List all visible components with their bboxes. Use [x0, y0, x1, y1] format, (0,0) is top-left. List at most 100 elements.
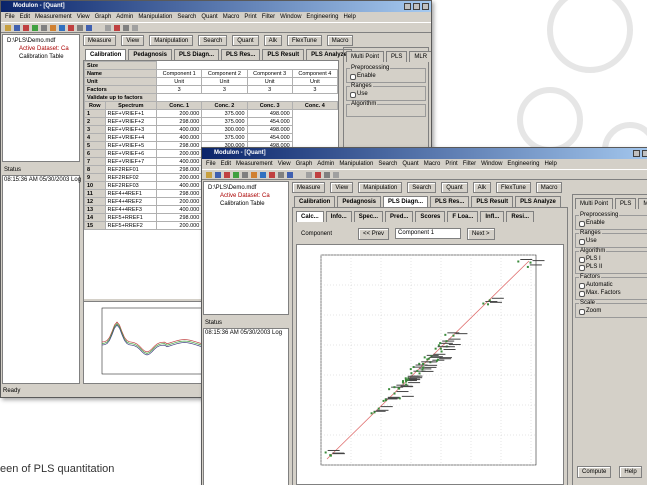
header-cell[interactable]: Component 3 — [246, 69, 293, 78]
menu-item[interactable]: Admin — [317, 161, 335, 167]
header-cell[interactable]: 3 — [246, 85, 293, 94]
tree-item[interactable]: Calibration Table — [19, 54, 64, 60]
menu-item[interactable]: Engineering — [306, 14, 339, 20]
header-cell[interactable]: Component 4 — [291, 69, 338, 78]
tool-button[interactable]: Manipulation — [358, 182, 403, 193]
menu-item[interactable]: Print — [244, 14, 257, 20]
menu-item[interactable]: Macro — [423, 161, 441, 167]
tree-item[interactable]: D:\PLS\Demo.mdf — [208, 185, 257, 191]
panel-tab[interactable]: MLR — [638, 198, 647, 209]
table-cell[interactable]: 2 — [84, 117, 106, 126]
menu-item[interactable]: Manipulation — [339, 161, 374, 167]
table-cell[interactable]: REF+VRIEF+1 — [104, 109, 158, 118]
table-cell[interactable]: 298.000 — [156, 165, 203, 174]
tool-button[interactable]: Measure — [292, 182, 326, 193]
button[interactable]: Compute — [577, 466, 612, 478]
tool-button[interactable]: Quant — [441, 182, 468, 193]
header-cell[interactable]: 3 — [291, 85, 338, 94]
subtab[interactable]: Scores — [415, 211, 446, 222]
table-cell[interactable]: 6 — [84, 149, 106, 158]
table-cell[interactable]: 200.000 — [156, 173, 203, 182]
tree-item[interactable]: Calibration Table — [220, 201, 265, 207]
tab[interactable]: PLS Diagn... — [174, 49, 220, 60]
table-cell[interactable]: REF2REF02 — [104, 173, 158, 182]
tab[interactable]: Pedagnosis — [128, 49, 173, 60]
table-cell[interactable]: 498.000 — [246, 125, 293, 134]
tree-item[interactable]: D:\PLS\Demo.mdf — [7, 38, 56, 44]
tab[interactable]: Calibration — [85, 49, 127, 60]
table-cell[interactable]: 454.000 — [246, 133, 293, 142]
window-control[interactable] — [413, 3, 420, 10]
menu-item[interactable]: File — [206, 161, 216, 167]
menu-item[interactable]: Window — [481, 161, 503, 167]
toolbar-icon[interactable] — [215, 172, 221, 178]
toolbar-icon[interactable] — [50, 25, 56, 31]
tree-item[interactable]: Active Dataset: Ca — [220, 193, 270, 199]
tool-button[interactable]: Alk — [263, 35, 282, 46]
menu-item[interactable]: Filter — [261, 14, 276, 20]
toolbar-icon[interactable] — [278, 172, 284, 178]
toolbar-icon[interactable] — [32, 25, 38, 31]
table-cell[interactable]: 200.000 — [156, 221, 203, 230]
toolbar-icon[interactable] — [306, 172, 312, 178]
header-cell[interactable]: Component 2 — [201, 69, 248, 78]
table-cell[interactable]: REF+VRIEF+2 — [104, 117, 158, 126]
table-cell[interactable]: 9 — [84, 173, 106, 182]
table-cell[interactable]: REF5+RREF2 — [104, 221, 158, 230]
table-cell[interactable]: REF4+4REF1 — [104, 189, 158, 198]
table-cell[interactable]: 300.000 — [201, 125, 248, 134]
tab[interactable]: Calibration — [294, 196, 336, 207]
subtab[interactable]: Infl... — [480, 211, 505, 222]
panel-tab[interactable]: Multi Point — [346, 51, 385, 62]
tool-button[interactable]: FlexTune — [287, 35, 322, 46]
toolbar-icon[interactable] — [105, 25, 111, 31]
menu-item[interactable]: Quant — [201, 14, 218, 20]
tab[interactable]: PLS Result — [262, 49, 305, 60]
subtab[interactable]: Resi... — [506, 211, 535, 222]
subtab[interactable]: F Loa... — [447, 211, 479, 222]
table-cell[interactable]: 200.000 — [156, 109, 203, 118]
table-cell[interactable]: REF+VRIEF+6 — [104, 149, 158, 158]
table-cell[interactable]: 400.000 — [156, 157, 203, 166]
window-control[interactable] — [642, 150, 647, 157]
tool-button[interactable]: Macro — [535, 182, 563, 193]
table-cell[interactable]: 498.000 — [246, 109, 293, 118]
table-cell[interactable]: 298.000 — [156, 189, 203, 198]
option[interactable]: Automatic — [579, 281, 647, 289]
table-cell[interactable]: 3 — [84, 125, 106, 134]
tool-button[interactable]: FlexTune — [496, 182, 531, 193]
table-cell[interactable]: 400.000 — [156, 125, 203, 134]
menu-item[interactable]: View — [277, 161, 291, 167]
menu-item[interactable]: Edit — [19, 14, 31, 20]
option[interactable]: Enable — [350, 72, 422, 80]
menu-item[interactable]: Edit — [220, 161, 232, 167]
table-cell[interactable]: REF2REF01 — [104, 165, 158, 174]
toolbar-icon[interactable] — [14, 25, 20, 31]
table-cell[interactable]: 13 — [84, 205, 106, 214]
menu-item[interactable]: Macro — [222, 14, 240, 20]
table-cell[interactable]: 8 — [84, 165, 106, 174]
table-cell[interactable]: 5 — [84, 141, 106, 150]
table-cell[interactable]: 1 — [84, 109, 106, 118]
menu-item[interactable]: Help — [343, 14, 356, 20]
header-cell[interactable]: Component 1 — [156, 69, 203, 78]
panel-tab[interactable]: PLS — [386, 51, 408, 62]
table-cell[interactable]: REF4+4REF2 — [104, 197, 158, 206]
subtab[interactable]: Info... — [325, 211, 352, 222]
table-cell[interactable]: 298.000 — [156, 141, 203, 150]
subtab[interactable]: Spec... — [353, 211, 384, 222]
panel-tab[interactable]: PLS — [615, 198, 637, 209]
tool-button[interactable]: Alk — [472, 182, 491, 193]
toolbar-icon[interactable] — [59, 25, 65, 31]
table-cell[interactable]: REF+VRIEF+4 — [104, 133, 158, 142]
option[interactable]: Use — [350, 90, 422, 98]
tab[interactable]: PLS Res... — [221, 49, 261, 60]
next-button[interactable]: Next > — [467, 227, 495, 240]
table-cell[interactable]: 4 — [84, 133, 106, 142]
header-cell[interactable]: Unit — [156, 77, 203, 86]
table-cell[interactable]: 200.000 — [156, 197, 203, 206]
menu-item[interactable]: Graph — [295, 161, 313, 167]
table-cell[interactable]: 400.000 — [156, 133, 203, 142]
table-cell[interactable]: 11 — [84, 189, 106, 198]
toolbar-icon[interactable] — [206, 172, 212, 178]
